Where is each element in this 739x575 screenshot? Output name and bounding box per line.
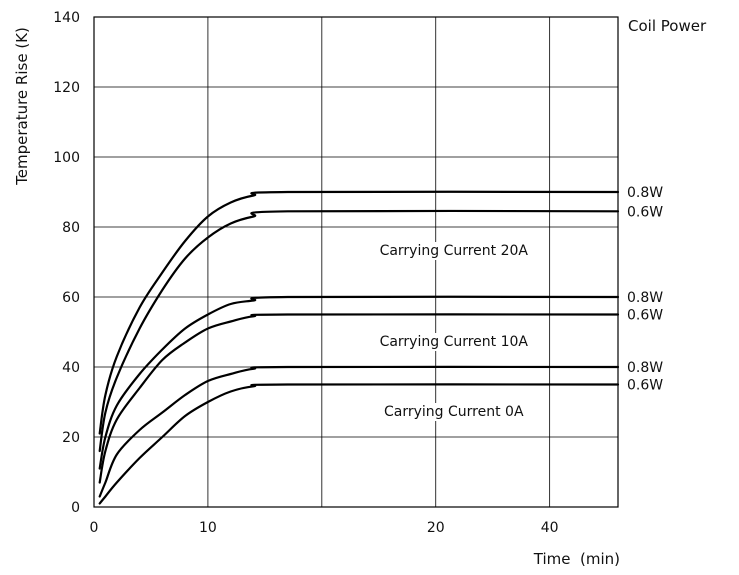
- carrying-current-label: Carrying Current 10A: [380, 334, 529, 350]
- y-tick-label: 100: [53, 150, 80, 166]
- series-line: [98, 190, 620, 435]
- x-axis-title: Time (min): [533, 550, 620, 568]
- x-tick-label: 20: [427, 520, 445, 536]
- series-line: [98, 365, 620, 498]
- label-background: [376, 333, 532, 351]
- series-line: [98, 313, 620, 484]
- x-tick-label: 0: [90, 520, 99, 536]
- y-tick-label: 60: [62, 290, 80, 306]
- x-tick-labels: 0 10 20 40: [90, 520, 559, 536]
- series-power-label: 0.6W: [627, 378, 663, 394]
- x-tick-label: 10: [199, 520, 217, 536]
- y-tick-label: 120: [53, 80, 80, 96]
- y-tick-label: 140: [53, 10, 80, 26]
- y-tick-label: 80: [62, 220, 80, 236]
- grid: [93, 16, 619, 508]
- series-power-label: 0.8W: [627, 185, 663, 201]
- series-line: [98, 209, 620, 453]
- series-line: [98, 295, 620, 470]
- label-background: [376, 242, 532, 260]
- carrying-current-label: Carrying Current 0A: [384, 404, 524, 420]
- series-power-label: 0.6W: [627, 308, 663, 324]
- plot-frame: [93, 16, 619, 508]
- series-power-label: 0.8W: [627, 360, 663, 376]
- legend-title: Coil Power: [628, 17, 707, 35]
- x-tick-label: 40: [541, 520, 559, 536]
- y-tick-label: 20: [62, 430, 80, 446]
- group-labels: Carrying Current 20A Carrying Current 10A…: [376, 242, 532, 421]
- series-power-label: 0.6W: [627, 204, 663, 220]
- series-line: [98, 383, 620, 505]
- y-tick-labels: 0 20 40 60 80 100 120 140: [53, 10, 80, 516]
- label-background: [381, 403, 527, 421]
- y-tick-label: 40: [62, 360, 80, 376]
- series-power-label: 0.8W: [627, 290, 663, 306]
- series-labels: 0.8W 0.6W 0.8W 0.6W 0.8W 0.6W: [627, 185, 663, 394]
- carrying-current-label: Carrying Current 20A: [380, 243, 529, 259]
- series-lines: [98, 190, 620, 505]
- y-tick-label: 0: [71, 500, 80, 516]
- y-axis-title: Temperature Rise (K): [13, 27, 31, 186]
